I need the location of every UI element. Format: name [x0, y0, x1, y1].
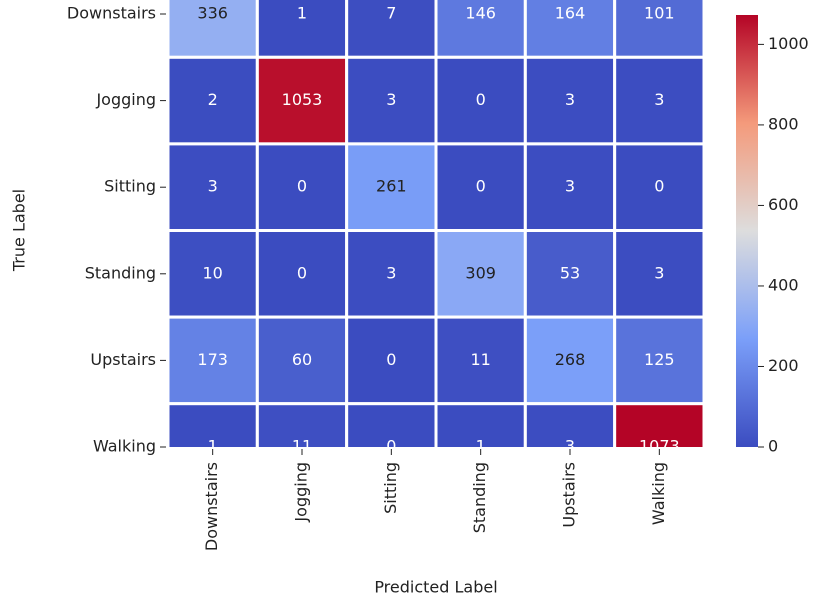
cell-value: 11: [292, 437, 312, 456]
heatmap-cell: [613, 402, 706, 447]
x-tick-label: Upstairs: [560, 462, 579, 528]
cell-value: 0: [297, 263, 307, 282]
cell-value: 336: [197, 4, 228, 23]
cell-value: 309: [465, 263, 496, 282]
heatmap-cell: [166, 315, 259, 406]
colorbar-tick-label: 800: [768, 114, 799, 133]
y-tick-label: Jogging: [95, 90, 156, 109]
y-tick-label: Downstairs: [67, 4, 156, 23]
y-axis-label: True Label: [10, 189, 29, 272]
x-tick-label: Downstairs: [202, 462, 221, 551]
x-axis-label: Predicted Label: [374, 578, 497, 597]
cell-value: 1053: [282, 90, 323, 109]
cell-value: 3: [208, 177, 218, 196]
cell-value: 0: [297, 177, 307, 196]
cell-value: 164: [555, 4, 586, 23]
heatmap-cell: [166, 229, 259, 319]
cell-value: 53: [560, 263, 580, 282]
cell-value: 3: [654, 90, 664, 109]
heatmap-cell: [166, 55, 259, 146]
cell-value: 268: [555, 350, 586, 369]
x-tick-label: Standing: [470, 462, 489, 533]
x-tick-label: Walking: [649, 462, 668, 525]
colorbar-tick-label: 400: [768, 275, 799, 294]
x-tick-label: Jogging: [292, 462, 311, 523]
cell-value: 3: [386, 263, 396, 282]
heatmap-cell: [166, 402, 259, 447]
heatmap-cell: [255, 55, 349, 146]
cell-value: 146: [465, 4, 496, 23]
cell-value: 261: [376, 177, 407, 196]
heatmap-cell: [345, 0, 438, 59]
cell-value: 0: [476, 90, 486, 109]
x-tick-label: Sitting: [381, 462, 400, 514]
cell-value: 1: [476, 437, 486, 456]
cell-value: 0: [386, 350, 396, 369]
heatmap-cell: [613, 55, 706, 146]
heatmap-cell: [166, 142, 259, 232]
y-tick-label: Sitting: [104, 177, 156, 196]
cell-value: 3: [565, 437, 575, 456]
heatmap-cell: [255, 402, 349, 447]
cell-value: 1: [297, 4, 307, 23]
heatmap-cell: [434, 402, 527, 447]
cell-value: 3: [386, 90, 396, 109]
cell-value: 125: [644, 350, 675, 369]
cell-value: 101: [644, 4, 675, 23]
cell-value: 173: [197, 350, 228, 369]
cell-value: 11: [470, 350, 490, 369]
colorbar-tick-label: 600: [768, 195, 799, 214]
cell-value: 10: [202, 263, 222, 282]
y-tick-label: Standing: [85, 263, 156, 282]
colorbar-tick-label: 0: [768, 437, 778, 456]
colorbar-tick-label: 200: [768, 356, 799, 375]
heatmap-cell: [345, 229, 438, 319]
cell-value: 3: [565, 177, 575, 196]
cell-value: 1073: [639, 437, 680, 456]
heatmap-cell: [523, 402, 617, 447]
heatmap-cell: [613, 315, 706, 406]
cell-value: 3: [565, 90, 575, 109]
cell-value: 1: [208, 437, 218, 456]
y-tick-label: Walking: [93, 437, 156, 456]
colorbar-tick-label: 1000: [768, 34, 809, 53]
colorbar: [736, 15, 758, 447]
cell-value: 60: [292, 350, 312, 369]
cell-value: 7: [386, 4, 396, 23]
heatmap-cell: [434, 142, 527, 232]
heatmap-cell: [434, 0, 527, 59]
cell-value: 3: [654, 263, 664, 282]
heatmap-cell: [255, 0, 349, 59]
heatmap-cell: [345, 402, 438, 447]
cell-value: 0: [386, 437, 396, 456]
y-tick-label: Upstairs: [90, 350, 156, 369]
heatmap-cell: [613, 142, 706, 232]
cell-value: 0: [654, 177, 664, 196]
cell-value: 0: [476, 177, 486, 196]
cell-value: 2: [208, 90, 218, 109]
